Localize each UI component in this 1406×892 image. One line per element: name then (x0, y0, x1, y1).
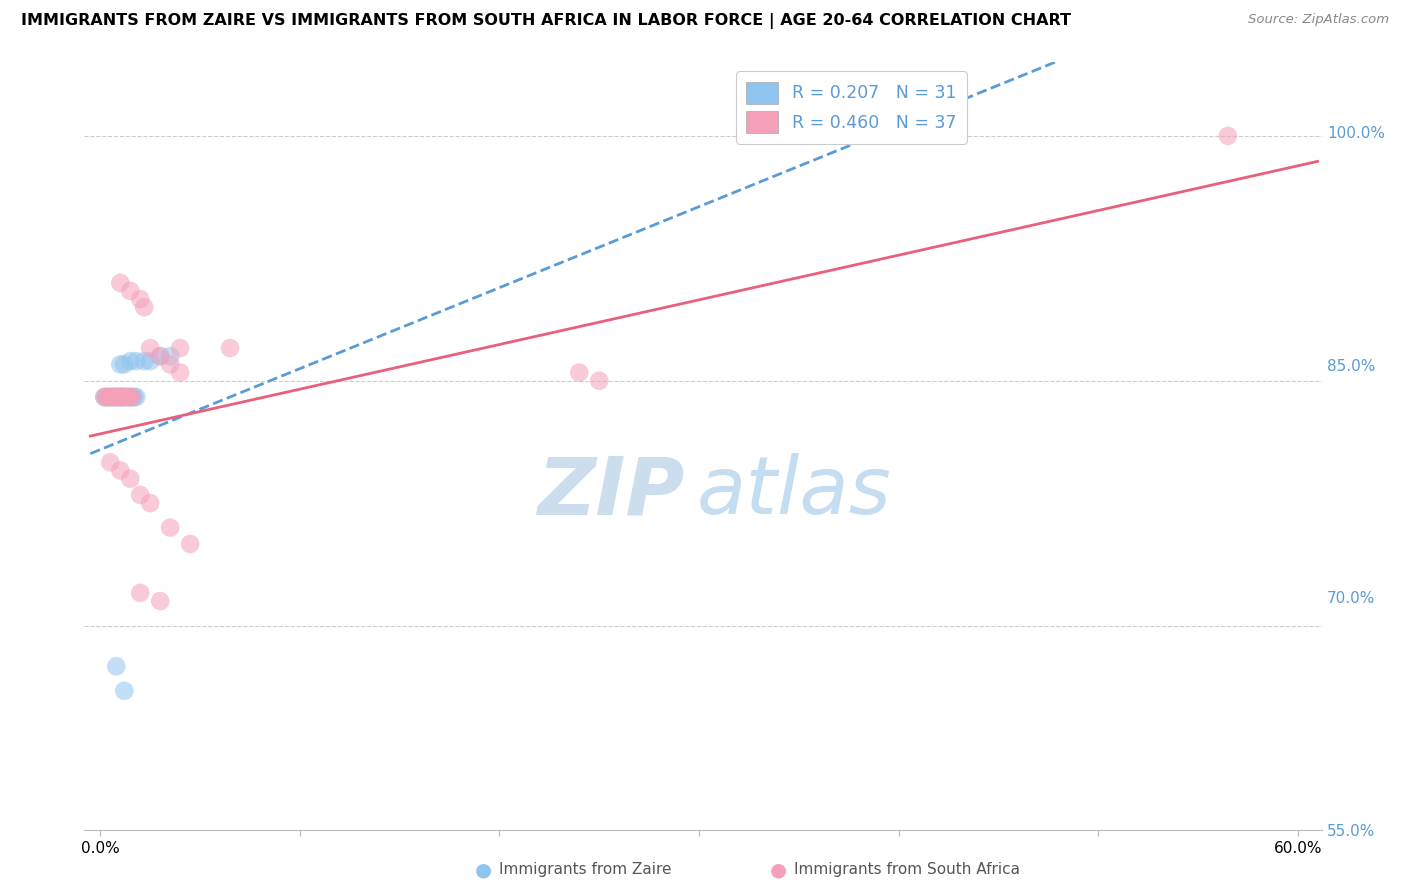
Point (110, 276, 132, 290)
Point (110, 390, 132, 404)
Point (120, 472, 142, 486)
Point (120, 390, 142, 404)
Point (103, 390, 125, 404)
Point (134, 880, 156, 892)
Point (877, 128, 900, 143)
Text: ●: ● (475, 860, 492, 880)
Point (1216, 128, 1239, 143)
Point (110, 390, 132, 404)
Point (169, 366, 191, 380)
Point (120, 284, 142, 298)
Point (98, 390, 121, 404)
Point (97, 390, 120, 404)
Point (134, 300, 156, 314)
Point (115, 390, 138, 404)
Point (117, 390, 139, 404)
Point (103, 390, 125, 404)
Point (101, 390, 124, 404)
Text: ●: ● (770, 860, 787, 880)
Point (129, 488, 152, 502)
Text: ZIP: ZIP (537, 453, 685, 531)
Point (129, 586, 152, 600)
Point (112, 390, 135, 404)
Text: Immigrants from Zaire: Immigrants from Zaire (499, 863, 672, 877)
Point (107, 390, 129, 404)
Legend: R = 0.207   N = 31, R = 0.460   N = 37: R = 0.207 N = 31, R = 0.460 N = 37 (737, 71, 966, 144)
Text: Source: ZipAtlas.com: Source: ZipAtlas.com (1249, 13, 1389, 27)
Point (97, 390, 120, 404)
Text: IMMIGRANTS FROM ZAIRE VS IMMIGRANTS FROM SOUTH AFRICA IN LABOR FORCE | AGE 20-64: IMMIGRANTS FROM ZAIRE VS IMMIGRANTS FROM… (21, 13, 1071, 29)
Point (112, 683, 135, 698)
Point (117, 390, 139, 404)
Point (139, 354, 162, 368)
Point (120, 354, 142, 368)
Point (149, 349, 172, 363)
Point (169, 341, 191, 355)
Point (110, 390, 132, 404)
Point (105, 659, 128, 673)
Point (107, 390, 129, 404)
Point (149, 594, 172, 608)
Point (96, 390, 118, 404)
Point (149, 349, 172, 363)
Point (219, 341, 242, 355)
Point (588, 374, 610, 388)
Point (134, 354, 156, 368)
Point (110, 390, 132, 404)
Point (101, 390, 124, 404)
Point (110, 358, 132, 372)
Point (98, 390, 121, 404)
Point (115, 390, 138, 404)
Point (105, 390, 128, 404)
Point (122, 390, 145, 404)
Point (112, 390, 135, 404)
Text: atlas: atlas (697, 453, 891, 531)
Point (125, 390, 148, 404)
Point (179, 537, 201, 551)
Point (112, 358, 135, 372)
Point (159, 520, 181, 534)
Point (93, 390, 115, 404)
Point (98, 880, 121, 892)
Text: Immigrants from South Africa: Immigrants from South Africa (794, 863, 1021, 877)
Point (121, 390, 143, 404)
Point (159, 358, 181, 372)
Point (98, 455, 121, 469)
Point (139, 496, 162, 510)
Point (129, 292, 152, 306)
Point (120, 390, 142, 404)
Point (125, 354, 148, 368)
Point (568, 366, 591, 380)
Point (111, 390, 134, 404)
Point (111, 390, 134, 404)
Point (93, 390, 115, 404)
Point (96, 390, 118, 404)
Point (110, 463, 132, 477)
Point (159, 349, 181, 363)
Point (121, 390, 143, 404)
Point (139, 341, 162, 355)
Point (105, 390, 128, 404)
